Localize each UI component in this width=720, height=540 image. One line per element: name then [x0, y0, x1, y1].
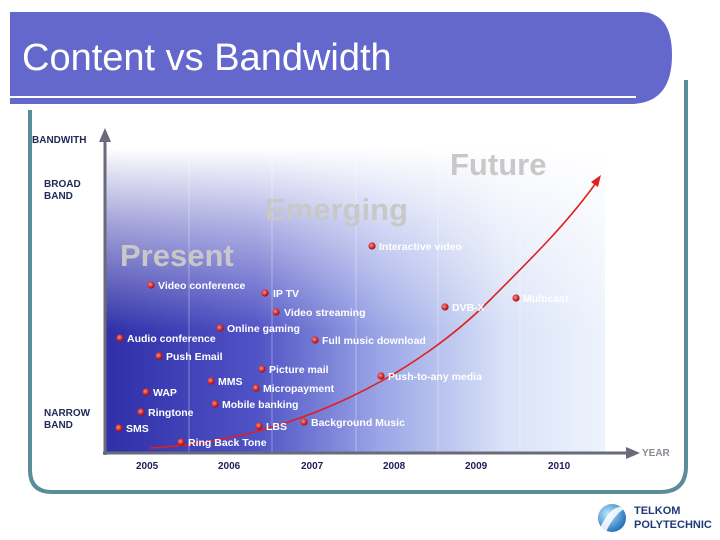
year-column-dividers	[188, 160, 521, 453]
y-axis-arrow	[99, 128, 111, 142]
service-dot	[441, 303, 449, 311]
service-push-email: Push Email	[155, 351, 223, 363]
service-label: SMS	[126, 423, 149, 435]
service-markers: Video conference IP TV Video streaming O…	[115, 241, 569, 449]
growth-curve-arrow	[591, 175, 601, 187]
service-dot	[115, 424, 123, 432]
chart-fade	[105, 148, 605, 453]
globe-swoosh	[600, 506, 626, 532]
service-dot	[272, 308, 280, 316]
service-label: Video streaming	[284, 307, 366, 319]
service-label: Push-to-any media	[388, 371, 482, 383]
page-title: Content vs Bandwidth	[22, 37, 392, 79]
year-ticks: 2005 2006 2007 2008 2009 2010	[136, 461, 571, 472]
service-dot	[377, 372, 385, 380]
service-dvb-x: DVB-X	[441, 302, 485, 314]
service-dot	[261, 289, 269, 297]
year-label-2009: 2009	[465, 461, 488, 472]
service-dot	[300, 418, 308, 426]
y-top-label-line1: BROAD	[44, 179, 81, 190]
service-dot	[311, 336, 319, 344]
service-interactive-video: Interactive video	[368, 241, 462, 253]
service-label: IP TV	[273, 288, 299, 300]
slide-frame	[28, 80, 688, 494]
service-dot	[258, 365, 266, 373]
service-dot	[512, 294, 520, 302]
service-lbs: LBS	[255, 421, 287, 433]
year-label-2007: 2007	[301, 461, 324, 472]
service-background-music: Background Music	[300, 417, 405, 429]
year-label-2008: 2008	[383, 461, 406, 472]
y-bottom-label-line1: NARROW	[44, 408, 91, 419]
service-online-gaming: Online gaming	[216, 323, 300, 335]
service-label: Ringtone	[148, 407, 194, 419]
service-label: LBS	[266, 421, 287, 433]
service-dot	[177, 438, 185, 446]
service-label: Background Music	[311, 417, 405, 429]
service-dot	[147, 281, 155, 289]
phase-present: Present	[120, 238, 234, 273]
phase-future: Future	[450, 147, 546, 182]
service-dot	[368, 242, 376, 250]
service-label: Mobile banking	[222, 399, 298, 411]
service-ringtone: Ringtone	[137, 407, 194, 419]
telkom-polytechnic-logo: TELKOM POLYTECHNIC	[598, 504, 712, 532]
service-dot	[137, 408, 145, 416]
y-axis-label: BANDWITH	[32, 135, 86, 146]
service-audio-conference: Audio conference	[116, 333, 216, 345]
service-dot	[216, 324, 224, 332]
service-label: Interactive video	[379, 241, 462, 253]
year-label-2006: 2006	[218, 461, 241, 472]
growth-curve	[149, 179, 599, 449]
service-sms: SMS	[115, 423, 149, 435]
service-label: Micropayment	[263, 383, 335, 395]
service-label: Full music download	[322, 335, 426, 347]
service-push-to-any-media: Push-to-any media	[377, 371, 482, 383]
service-ring-back-tone: Ring Back Tone	[177, 437, 267, 449]
service-picture-mail: Picture mail	[258, 364, 329, 376]
service-label: Video conference	[158, 280, 245, 292]
service-full-music-download: Full music download	[311, 335, 426, 347]
service-micropayment: Micropayment	[252, 383, 335, 395]
service-label: DVB-X	[452, 302, 485, 314]
year-label-2005: 2005	[136, 461, 159, 472]
service-mobile-banking: Mobile banking	[211, 399, 298, 411]
y-top-label-line2: BAND	[44, 191, 73, 202]
service-wap: WAP	[142, 387, 177, 399]
service-label: WAP	[153, 387, 177, 399]
x-axis-label: YEAR	[642, 448, 671, 459]
service-dot	[155, 352, 163, 360]
service-dot	[142, 388, 150, 396]
header-bar	[10, 12, 672, 104]
service-dot	[116, 334, 124, 342]
service-video-conference: Video conference	[147, 280, 245, 292]
service-mms: MMS	[207, 376, 243, 388]
phase-emerging: Emerging	[265, 192, 408, 227]
service-dot	[252, 384, 260, 392]
service-label: Audio conference	[127, 333, 216, 345]
service-multicast: Multicast	[512, 293, 569, 305]
y-bottom-label-line2: BAND	[44, 420, 73, 431]
service-video-streaming: Video streaming	[272, 307, 366, 319]
service-label: Ring Back Tone	[188, 437, 267, 449]
service-label: MMS	[218, 376, 243, 388]
service-label: Online gaming	[227, 323, 300, 335]
service-dot	[211, 400, 219, 408]
service-dot	[255, 422, 263, 430]
logo-line2: POLYTECHNIC	[634, 519, 712, 531]
x-axis-arrow	[626, 447, 640, 459]
service-ip-tv: IP TV	[261, 288, 299, 300]
logo-line1: TELKOM	[634, 505, 680, 517]
service-label: Push Email	[166, 351, 223, 363]
service-label: Picture mail	[269, 364, 329, 376]
service-label: Multicast	[523, 293, 569, 305]
service-dot	[207, 377, 215, 385]
year-label-2010: 2010	[548, 461, 571, 472]
